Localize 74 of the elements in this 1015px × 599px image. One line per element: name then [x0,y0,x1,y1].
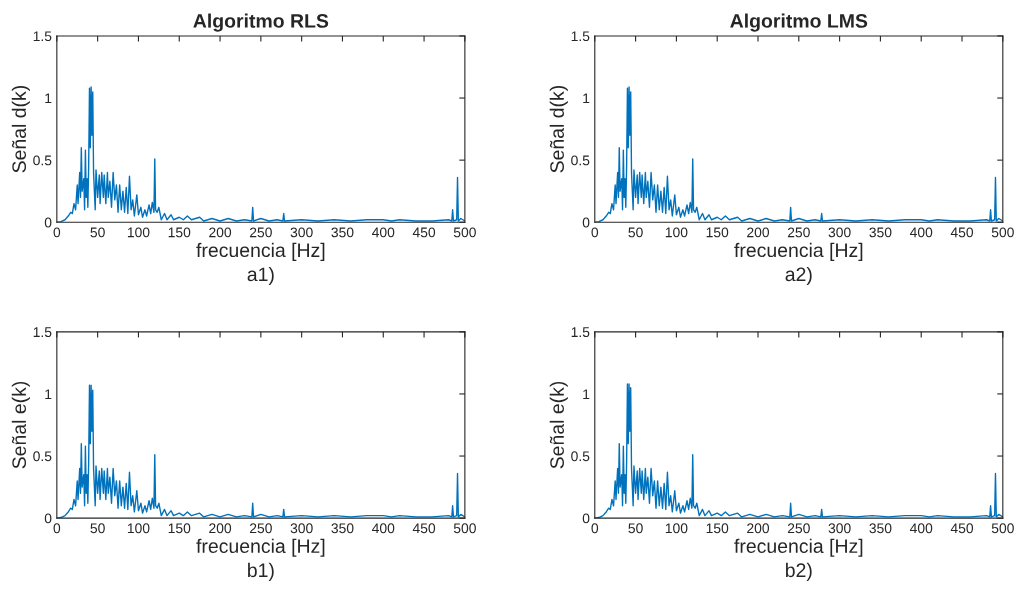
x-tick-label: 400 [372,227,395,238]
y-tick-label: 0 [44,217,52,228]
x-tick-label: 250 [249,523,272,534]
text: b2) [786,562,812,581]
x-tick-label: 400 [909,523,933,534]
y-axis-title: Señal e(k) [11,381,30,469]
y-tick-label: 1 [583,389,590,399]
x-tick-label: 500 [453,523,476,534]
y-tick-label: 0 [44,513,52,524]
x-tick-label: 500 [991,227,1014,238]
text: a1) [247,266,274,286]
x-tick-label: 0 [591,227,599,238]
x-tick-label: 50 [90,523,105,534]
x-tick-label: 350 [331,523,354,534]
x-tick-label: 400 [372,523,395,534]
x-tick-label: 450 [412,523,436,534]
y-tick-label: 0.5 [33,155,52,166]
chart-title: Algoritmo RLS [193,13,329,32]
y-tick-label: 1.5 [571,327,590,338]
x-tick-label: 500 [991,523,1014,534]
y-tick-label: 0 [582,217,590,228]
x-tick-label: 50 [628,523,643,534]
y-axis-title: Señal e(k) [549,381,568,469]
y-tick-label: 1 [583,93,590,104]
x-tick-label: 0 [53,523,61,534]
x-tick-label: 350 [331,227,354,238]
x-tick-label: 100 [665,227,688,238]
y-tick-label: 1.5 [33,327,52,338]
x-tick-label: 0 [591,523,599,534]
x-tick-label: 450 [412,227,436,238]
x-tick-label: 500 [453,227,476,238]
x-tick-label: 100 [127,227,150,238]
x-tick-label: 300 [290,227,313,238]
x-tick-label: 50 [628,227,643,238]
x-tick-label: 450 [950,227,974,238]
x-tick-label: 200 [209,523,232,534]
x-axis-title: frecuencia [Hz] [196,242,325,261]
x-tick-label: 300 [828,227,851,238]
x-tick-label: 250 [787,523,810,534]
x-tick-label: 350 [869,523,892,534]
x-tick-label: 200 [747,227,770,238]
x-tick-label: 0 [53,227,61,238]
x-axis-title: frecuencia [Hz] [734,538,863,557]
x-tick-label: 350 [869,227,892,238]
x-tick-label: 50 [90,227,105,238]
x-tick-label: 300 [828,523,851,534]
x-tick-label: 150 [706,227,729,238]
x-tick-label: 100 [665,523,688,534]
x-tick-label: 150 [706,523,729,534]
x-axis-title: frecuencia [Hz] [196,538,325,557]
y-tick-label: 1.5 [571,31,590,42]
y-tick-label: 1.5 [33,31,52,42]
y-axis-title: Señal d(k) [549,85,568,173]
y-tick-label: 0.5 [571,155,590,166]
x-tick-label: 300 [290,523,313,534]
y-tick-label: 1 [45,389,52,399]
x-tick-label: 150 [168,227,191,238]
chart-title: Algoritmo LMS [730,13,868,32]
x-tick-label: 100 [127,523,150,534]
x-tick-label: 150 [168,523,191,534]
y-tick-label: 0.5 [33,451,52,462]
y-tick-label: 0.5 [571,451,590,462]
y-tick-label: 1 [45,93,52,104]
y-tick-label: 0 [582,513,590,524]
x-tick-label: 200 [209,227,232,238]
x-axis-title: frecuencia [Hz] [734,242,863,261]
y-axis-title: Señal d(k) [11,85,30,173]
text: b1) [248,562,274,581]
x-tick-label: 200 [747,523,770,534]
x-tick-label: 400 [909,227,933,238]
x-tick-label: 450 [950,523,974,534]
x-tick-label: 250 [787,227,810,238]
x-tick-label: 250 [249,227,272,238]
text: a2) [785,266,812,286]
